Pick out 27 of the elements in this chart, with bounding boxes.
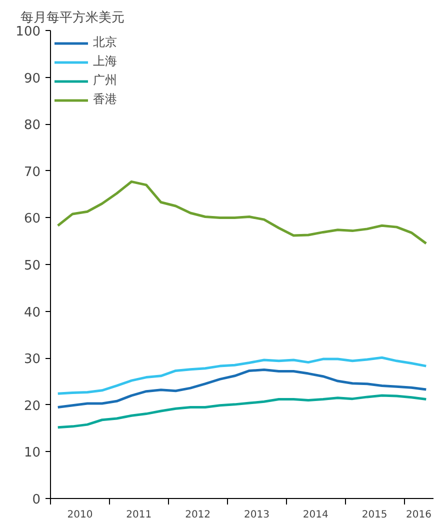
y-tick-label: 0 bbox=[32, 492, 41, 508]
x-tick-label: 2013 bbox=[244, 510, 270, 520]
line-series bbox=[56, 356, 428, 395]
x-tick-label: 2011 bbox=[126, 510, 152, 520]
legend-label: 上海 bbox=[93, 53, 117, 70]
x-tick-label: 2015 bbox=[362, 510, 388, 520]
y-tick-label: 20 bbox=[24, 398, 41, 414]
y-tick-label: 50 bbox=[24, 258, 41, 274]
y-axis-title: 每月每平方米美元 bbox=[20, 10, 124, 26]
x-tick-label: 2016 bbox=[406, 510, 432, 520]
legend-label: 北京 bbox=[93, 34, 117, 51]
line-series bbox=[56, 394, 428, 429]
legend-label: 香港 bbox=[93, 91, 117, 108]
y-tick-label: 80 bbox=[24, 118, 41, 134]
y-tick-label: 70 bbox=[24, 164, 41, 180]
y-tick-label: 40 bbox=[24, 305, 41, 320]
line-series bbox=[56, 368, 428, 408]
x-tick-label: 2010 bbox=[67, 510, 93, 520]
y-tick-label: 30 bbox=[24, 352, 41, 368]
line-series bbox=[56, 180, 428, 245]
y-tick-label: 100 bbox=[16, 24, 41, 40]
legend-label: 广州 bbox=[93, 72, 117, 89]
y-tick-label: 10 bbox=[24, 446, 41, 461]
y-tick-label: 60 bbox=[24, 212, 41, 227]
x-tick-label: 2012 bbox=[185, 510, 211, 520]
y-tick-label: 90 bbox=[24, 71, 41, 86]
x-tick-label: 2014 bbox=[302, 510, 328, 520]
